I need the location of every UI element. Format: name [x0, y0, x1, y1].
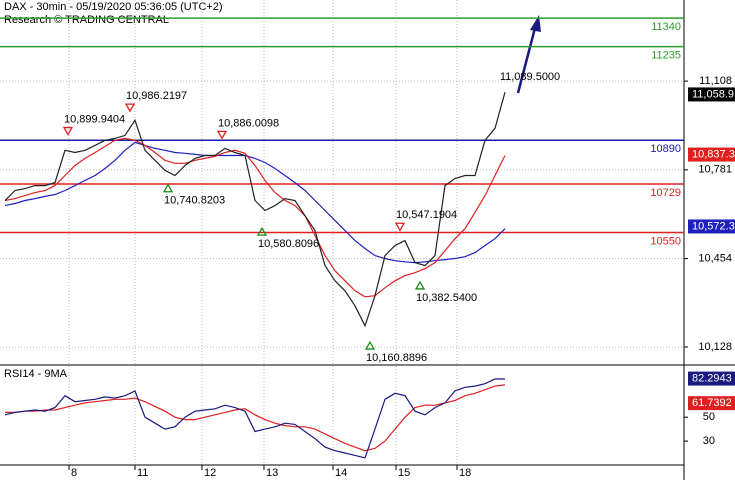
y-tick-label: 50 [703, 411, 715, 423]
price-box [688, 371, 735, 386]
price-box-label: 10,837.3 [692, 148, 735, 160]
rsi-title: RSI14 - 9MA [4, 368, 68, 380]
series-line [4, 141, 506, 264]
target-arrow [516, 15, 541, 94]
target-label: 11,089.5000 [500, 71, 560, 83]
level-label: 10729 [650, 187, 681, 199]
x-tick-label: 18 [459, 467, 471, 479]
high-marker [216, 130, 228, 140]
low-marker [256, 226, 268, 236]
price-box-label: 61.7392 [692, 397, 732, 409]
level-label: 10550 [650, 235, 681, 247]
y-tick-label: 30 [703, 435, 715, 447]
high-marker [62, 126, 74, 136]
annotation-label: 10,382.5400 [416, 292, 477, 304]
arrow-shaft [516, 27, 537, 94]
low-marker [364, 340, 376, 350]
high-marker [394, 222, 406, 232]
low-marker [414, 280, 426, 290]
level-label: 11235 [651, 50, 681, 62]
chart-subtitle: Research © TRADING CENTRAL [4, 14, 169, 26]
price-box-label: 82.2943 [692, 373, 732, 385]
x-tick-label: 13 [266, 467, 278, 479]
series-line [5, 384, 506, 452]
low-marker [162, 183, 174, 193]
arrow-head [530, 15, 541, 32]
chart-title: DAX - 30min - 05/19/2020 05:36:05 (UTC+2… [4, 1, 223, 13]
level-label: 11340 [651, 21, 681, 33]
x-tick-label: 11 [137, 467, 148, 479]
price-box [688, 147, 735, 162]
annotation-label: 10,580.8096 [258, 238, 319, 250]
y-tick-label: 10,128 [698, 341, 732, 353]
x-tick-label: 15 [398, 467, 410, 479]
y-tick-label: 10,454 [698, 252, 732, 264]
annotation-label: 10,160.8896 [366, 352, 427, 364]
series-line [4, 92, 506, 328]
x-tick-label: 14 [335, 467, 347, 479]
annotation-label: 10,740.8203 [164, 195, 225, 207]
level-label: 10890 [650, 143, 681, 155]
y-tick-label: 10,781 [698, 164, 732, 176]
price-box [688, 396, 735, 411]
annotation-label: 10,899.9404 [64, 113, 125, 125]
price-box [688, 219, 735, 234]
price-box-label: 11,058.9 [692, 88, 734, 100]
annotation-label: 10,986.2197 [126, 90, 187, 102]
series-line [4, 137, 506, 298]
annotation-label: 10,886.0098 [218, 117, 279, 129]
high-marker [124, 103, 136, 113]
price-box [688, 87, 735, 102]
price-box-label: 10,572.3 [692, 220, 735, 232]
x-tick-label: 8 [71, 467, 77, 479]
series-line [4, 378, 505, 459]
y-tick-label: 11,108 [699, 75, 732, 87]
x-tick-label: 12 [204, 467, 216, 479]
annotation-label: 10,547.1904 [396, 209, 457, 221]
